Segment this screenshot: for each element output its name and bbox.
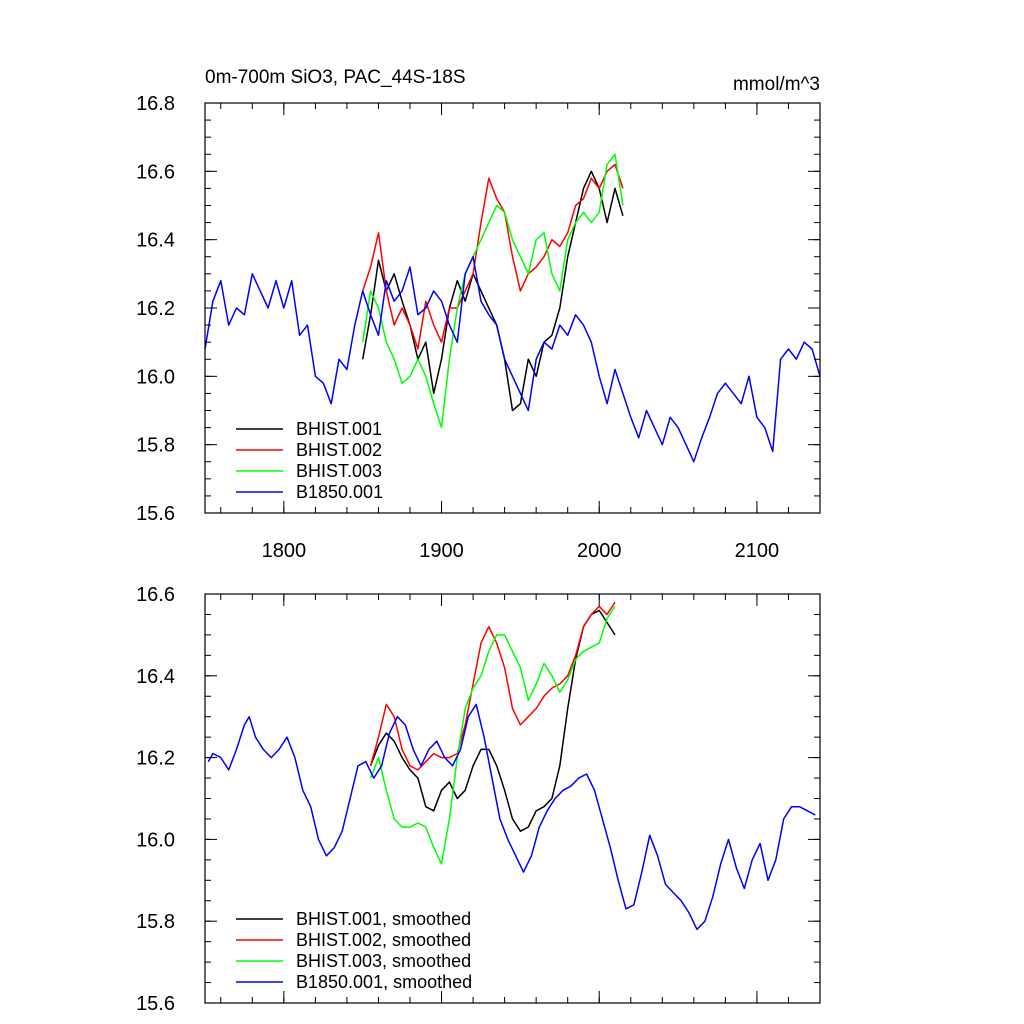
top-panel: 0m-700m SiO3, PAC_44S-18S mmol/m^3 15.61… bbox=[136, 67, 821, 562]
series-line-0 bbox=[361, 170, 624, 412]
top-panel-series-group bbox=[204, 153, 821, 463]
top-panel-axes: 15.6 15.8 16.0 16.2 16.4 16.6 16.8 1800 1900 2000… bbox=[136, 93, 821, 562]
x-tick-label: 2000 bbox=[577, 540, 622, 562]
x-tick-label: 1800 bbox=[262, 540, 307, 562]
y-tick-label: 15.8 bbox=[136, 911, 175, 933]
series-line-0 bbox=[369, 609, 616, 832]
legend-label-0: BHIST.001 bbox=[296, 419, 382, 439]
series-line-3 bbox=[204, 255, 821, 463]
y-tick-label: 16.6 bbox=[136, 584, 175, 606]
top-panel-title: 0m-700m SiO3, PAC_44S-18S bbox=[205, 67, 466, 88]
series-line-2 bbox=[369, 605, 616, 865]
legend-label-0: BHIST.001, smoothed bbox=[296, 909, 471, 929]
series-line-3 bbox=[207, 703, 816, 931]
y-tick-label: 16.2 bbox=[136, 748, 175, 770]
y-tick-label: 15.6 bbox=[136, 993, 175, 1015]
y-tick-label: 16.2 bbox=[136, 298, 175, 320]
x-tick-label: 1900 bbox=[419, 540, 464, 562]
x-tick-label: 2100 bbox=[735, 540, 780, 562]
y-tick-label: 16.8 bbox=[136, 93, 175, 115]
y-tick-label: 16.0 bbox=[136, 366, 175, 388]
legend-label-3: B1850.001 bbox=[296, 482, 383, 502]
y-tick-label: 16.0 bbox=[136, 829, 175, 851]
legend-label-1: BHIST.002, smoothed bbox=[296, 930, 471, 950]
legend-label-3: B1850.001, smoothed bbox=[296, 972, 472, 992]
series-line-1 bbox=[369, 601, 616, 771]
y-tick-label: 16.4 bbox=[136, 230, 175, 252]
legend-label-2: BHIST.003 bbox=[296, 461, 382, 481]
bottom-panel: 15.6 15.8 16.0 16.2 16.4 16.6 BHIST.001, smoo… bbox=[136, 584, 821, 1015]
top-panel-units: mmol/m^3 bbox=[733, 74, 820, 95]
series-line-2 bbox=[361, 153, 624, 429]
series-line-1 bbox=[361, 163, 624, 350]
legend-label-1: BHIST.002 bbox=[296, 440, 382, 460]
bottom-panel-axes: 15.6 15.8 16.0 16.2 16.4 16.6 bbox=[136, 584, 821, 1015]
bottom-panel-series-group bbox=[207, 601, 816, 931]
legend-label-2: BHIST.003, smoothed bbox=[296, 951, 471, 971]
y-tick-label: 16.4 bbox=[136, 666, 175, 688]
y-tick-label: 15.8 bbox=[136, 435, 175, 457]
y-tick-label: 16.6 bbox=[136, 161, 175, 183]
y-tick-label: 15.6 bbox=[136, 503, 175, 525]
